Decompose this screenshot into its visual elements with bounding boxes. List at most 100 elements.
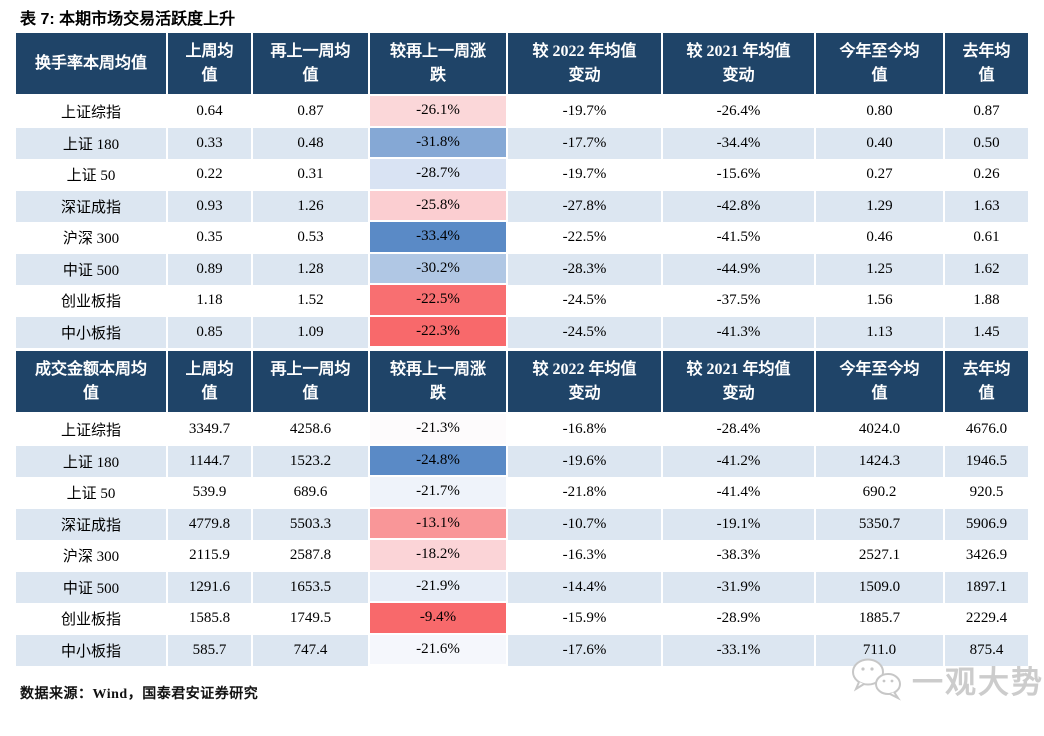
cell: 0.26 [945, 159, 1028, 191]
cell: 3426.9 [945, 540, 1028, 572]
cell: 2527.1 [816, 540, 945, 572]
table-row: 创业板指 1585.8 1749.5 -9.4% -15.9% -28.9% 1… [16, 603, 1028, 635]
table-row: 上证 180 0.33 0.48 -31.8% -17.7% -34.4% 0.… [16, 127, 1028, 159]
cell: -22.5% [508, 222, 663, 254]
cell: -41.2% [663, 445, 816, 477]
cell: 1523.2 [253, 445, 370, 477]
change-cell: -22.5% [370, 285, 508, 317]
cell: -28.9% [663, 603, 816, 635]
cell: 0.80 [816, 96, 945, 128]
cell: 0.27 [816, 159, 945, 191]
table-row: 上证 50 539.9 689.6 -21.7% -21.8% -41.4% 6… [16, 477, 1028, 509]
cell: 2115.9 [168, 540, 253, 572]
amount-table: 成交金额本周均值 上周均值 再上一周均值 较再上一周涨跌 较 2022 年均值变… [16, 351, 1028, 666]
cell: 0.48 [253, 127, 370, 159]
change-cell: -21.7% [370, 477, 508, 509]
cell: 1509.0 [816, 571, 945, 603]
table-row: 深证成指 0.93 1.26 -25.8% -27.8% -42.8% 1.29… [16, 190, 1028, 222]
row-label: 上证综指 [16, 96, 168, 128]
cell: 1.62 [945, 253, 1028, 285]
cell: 4024.0 [816, 414, 945, 446]
cell: -24.5% [508, 316, 663, 348]
cell: -15.9% [508, 603, 663, 635]
cell: 1424.3 [816, 445, 945, 477]
cell: 0.53 [253, 222, 370, 254]
table-row: 上证 180 1144.7 1523.2 -24.8% -19.6% -41.2… [16, 445, 1028, 477]
cell: 1.63 [945, 190, 1028, 222]
table-row: 中证 500 0.89 1.28 -30.2% -28.3% -44.9% 1.… [16, 253, 1028, 285]
change-cell: -21.6% [370, 634, 508, 666]
table-row: 中证 500 1291.6 1653.5 -21.9% -14.4% -31.9… [16, 571, 1028, 603]
cell: 1.56 [816, 285, 945, 317]
watermark-text: 一观大势 [912, 664, 1044, 700]
change-cell: -28.7% [370, 159, 508, 191]
cell: 1291.6 [168, 571, 253, 603]
change-cell: -30.2% [370, 253, 508, 285]
change-cell: -9.4% [370, 603, 508, 635]
cell: 875.4 [945, 634, 1028, 666]
column-header: 上周均值 [168, 33, 253, 96]
cell: -28.3% [508, 253, 663, 285]
column-header: 上周均值 [168, 351, 253, 414]
row-label: 中证 500 [16, 571, 168, 603]
cell: -19.6% [508, 445, 663, 477]
row-label: 中小板指 [16, 634, 168, 666]
table-row: 中小板指 0.85 1.09 -22.3% -24.5% -41.3% 1.13… [16, 316, 1028, 348]
row-label: 沪深 300 [16, 222, 168, 254]
cell: -16.3% [508, 540, 663, 572]
cell: 4258.6 [253, 414, 370, 446]
column-header: 较 2022 年均值变动 [508, 351, 663, 414]
column-header: 较 2021 年均值变动 [663, 33, 816, 96]
cell: 585.7 [168, 634, 253, 666]
change-cell: -13.1% [370, 508, 508, 540]
cell: -34.4% [663, 127, 816, 159]
cell: 1.88 [945, 285, 1028, 317]
cell: 2229.4 [945, 603, 1028, 635]
cell: -14.4% [508, 571, 663, 603]
data-source-note: 数据来源：Wind，国泰君安证券研究 [20, 687, 259, 702]
cell: -42.8% [663, 190, 816, 222]
cell: 2587.8 [253, 540, 370, 572]
cell: -19.1% [663, 508, 816, 540]
table-row: 上证综指 3349.7 4258.6 -21.3% -16.8% -28.4% … [16, 414, 1028, 446]
cell: 0.33 [168, 127, 253, 159]
cell: 1.45 [945, 316, 1028, 348]
cell: 711.0 [816, 634, 945, 666]
table-title: 表 7: 本期市场交易活跃度上升 [20, 11, 236, 28]
table-row: 沪深 300 2115.9 2587.8 -18.2% -16.3% -38.3… [16, 540, 1028, 572]
corner-header: 换手率本周均值 [16, 33, 168, 96]
cell: 5503.3 [253, 508, 370, 540]
row-label: 深证成指 [16, 190, 168, 222]
table-header-row: 成交金额本周均值 上周均值 再上一周均值 较再上一周涨跌 较 2022 年均值变… [16, 351, 1028, 414]
cell: -33.1% [663, 634, 816, 666]
cell: -17.6% [508, 634, 663, 666]
cell: -24.5% [508, 285, 663, 317]
row-label: 深证成指 [16, 508, 168, 540]
cell: 4676.0 [945, 414, 1028, 446]
cell: -31.9% [663, 571, 816, 603]
row-label: 中证 500 [16, 253, 168, 285]
cell: 1.09 [253, 316, 370, 348]
watermark: 一观大势 [850, 656, 1044, 702]
corner-header: 成交金额本周均值 [16, 351, 168, 414]
table-row: 上证 50 0.22 0.31 -28.7% -19.7% -15.6% 0.2… [16, 159, 1028, 191]
column-header: 今年至今均值 [816, 351, 945, 414]
cell: 1749.5 [253, 603, 370, 635]
column-header: 较 2022 年均值变动 [508, 33, 663, 96]
cell: 0.61 [945, 222, 1028, 254]
change-cell: -21.9% [370, 571, 508, 603]
cell: 0.50 [945, 127, 1028, 159]
row-label: 创业板指 [16, 285, 168, 317]
cell: 0.93 [168, 190, 253, 222]
cell: 3349.7 [168, 414, 253, 446]
cell: 1885.7 [816, 603, 945, 635]
cell: 0.87 [253, 96, 370, 128]
change-cell: -24.8% [370, 445, 508, 477]
cell: 1.18 [168, 285, 253, 317]
column-header: 今年至今均值 [816, 33, 945, 96]
row-label: 上证 50 [16, 159, 168, 191]
cell: -38.3% [663, 540, 816, 572]
cell: 0.64 [168, 96, 253, 128]
table-header-row: 换手率本周均值 上周均值 再上一周均值 较再上一周涨跌 较 2022 年均值变动… [16, 33, 1028, 96]
